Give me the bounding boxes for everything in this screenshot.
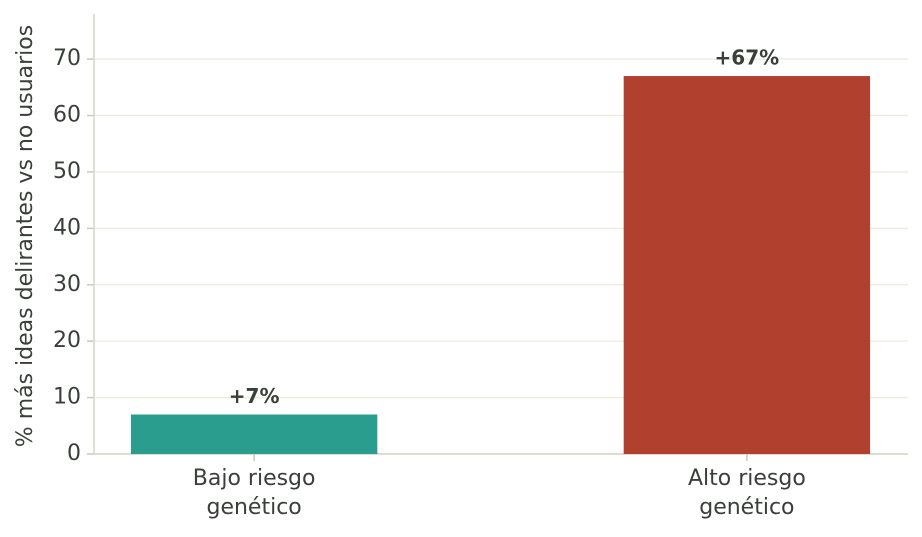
bar [130,414,378,454]
y-tick-label: 30 [53,272,81,297]
x-tick-label: Bajo riesgo genético [192,466,316,520]
y-tick-label: 20 [53,328,81,353]
x-tick-label: Alto riesgo genético [687,466,806,520]
y-tick-label: 0 [67,441,81,466]
y-tick-label: 50 [53,159,81,184]
y-tick-label: 40 [53,215,81,240]
value-label: +7% [229,384,280,408]
y-tick-label: 60 [53,103,81,128]
bar [623,76,871,455]
value-label: +67% [715,46,780,70]
y-tick-label: 70 [53,46,81,71]
y-tick-label: 10 [53,385,81,410]
y-axis-label: % más ideas delirantes vs no usuarios [13,25,38,447]
